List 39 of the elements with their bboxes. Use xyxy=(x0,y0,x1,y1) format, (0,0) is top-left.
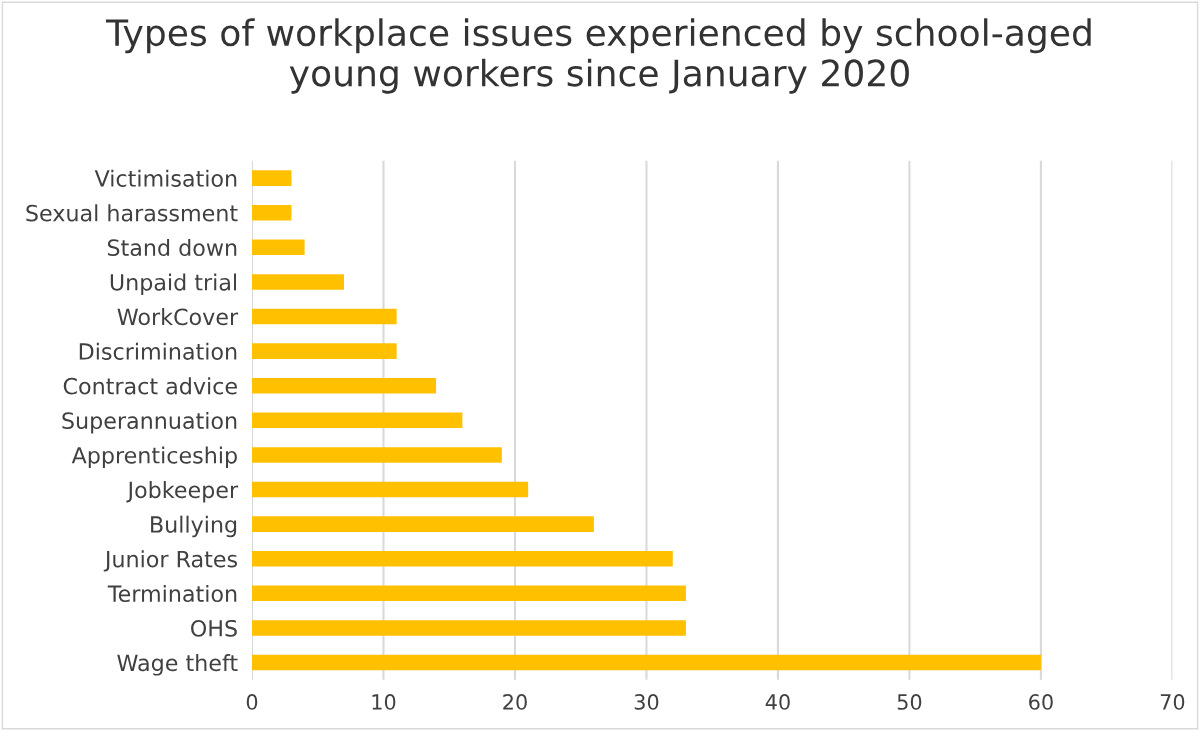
bar xyxy=(252,204,292,221)
x-tick-label: 30 xyxy=(634,694,659,710)
y-tick-label: Superannuation xyxy=(62,411,237,434)
y-tick-label: Contract advice xyxy=(63,377,237,395)
bar xyxy=(252,516,594,532)
chart-title: Types of workplace issues experienced by school-aged young workers since January 2020 xyxy=(105,18,1091,94)
bar xyxy=(252,308,397,325)
x-tick-label: 0 xyxy=(246,694,258,710)
bar xyxy=(252,343,397,359)
y-tick-label: Termination xyxy=(107,584,237,603)
bar xyxy=(252,377,437,394)
y-tick-label: Discrimination xyxy=(79,342,237,360)
bar xyxy=(252,274,345,290)
x-tick-label: 50 xyxy=(897,694,922,710)
y-tick-label: Stand down xyxy=(107,238,237,257)
y-tick-label: Unpaid trial xyxy=(110,273,237,295)
bar xyxy=(252,585,686,602)
y-tick-label: Sexual harassment xyxy=(26,204,238,222)
x-tick-label: 60 xyxy=(1029,694,1053,710)
y-tick-label: OHS xyxy=(191,619,237,637)
y-tick-label: Junior Rates xyxy=(103,550,238,572)
bar xyxy=(252,550,673,567)
y-tick-label: Jobkeeper xyxy=(126,481,239,503)
y-tick-label: Wage theft xyxy=(117,654,238,676)
bar xyxy=(252,654,1041,671)
y-tick-label: Victimisation xyxy=(94,169,237,187)
y-tick-label: Bullying xyxy=(151,515,237,538)
bar xyxy=(252,447,502,463)
x-tick-label: 70 xyxy=(1160,694,1185,710)
bar xyxy=(252,170,292,186)
bar xyxy=(252,239,305,256)
x-tick-label: 20 xyxy=(503,694,527,710)
bar xyxy=(252,412,463,429)
bar xyxy=(252,620,686,636)
x-tick-label: 10 xyxy=(372,694,396,710)
y-tick-label: WorkCover xyxy=(117,308,239,326)
x-tick-label: 40 xyxy=(765,694,790,710)
y-tick-label: Apprenticeship xyxy=(71,446,237,468)
bar xyxy=(252,481,529,498)
